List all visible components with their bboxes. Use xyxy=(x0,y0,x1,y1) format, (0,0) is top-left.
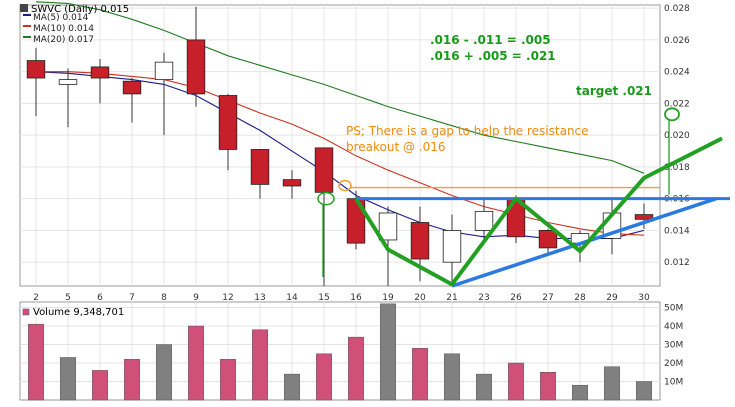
volume-tick-label: 50M xyxy=(664,304,683,314)
x-tick-label: 7 xyxy=(129,293,135,303)
x-tick-label: 27 xyxy=(542,293,553,303)
candle-body xyxy=(186,39,206,95)
candle-body xyxy=(314,147,334,193)
x-tick-label: 19 xyxy=(382,293,394,303)
x-tick-label: 15 xyxy=(318,293,329,303)
volume-bar xyxy=(636,381,652,401)
volume-bar xyxy=(444,353,460,401)
x-tick-label: 21 xyxy=(446,293,457,303)
legend-swatch xyxy=(23,36,31,38)
volume-bar xyxy=(124,359,140,401)
x-tick-label: 23 xyxy=(478,293,489,303)
x-tick-label: 26 xyxy=(510,293,522,303)
candle-body xyxy=(58,79,78,85)
volume-bar xyxy=(60,357,76,401)
legend-label: MA(5) 0.014 xyxy=(33,13,89,23)
volume-tick-label: 30M xyxy=(664,341,683,351)
volume-bar xyxy=(476,373,492,401)
x-tick-label: 12 xyxy=(222,293,233,303)
price-tick-label: 0.026 xyxy=(664,36,690,46)
target-annotation: target .021 xyxy=(576,84,652,98)
price-panel xyxy=(19,4,661,287)
volume-bar xyxy=(604,366,620,401)
x-tick-label: 9 xyxy=(193,293,199,303)
price-tick-label: 0.022 xyxy=(664,99,690,109)
x-tick-label: 13 xyxy=(254,293,265,303)
price-tick-label: 0.014 xyxy=(664,226,690,236)
x-tick-label: 30 xyxy=(638,293,650,303)
volume-bar xyxy=(508,362,524,401)
calc-annotation-1: .016 - .011 = .005 xyxy=(430,33,551,47)
candle-body xyxy=(442,230,462,263)
price-tick-label: 0.012 xyxy=(664,258,690,268)
gap-circle xyxy=(338,179,352,192)
candle-body xyxy=(410,222,430,260)
volume-bar xyxy=(284,373,300,401)
x-tick-label: 16 xyxy=(350,293,362,303)
candle-body xyxy=(26,60,46,79)
volume-bar xyxy=(92,370,108,401)
volume-bar xyxy=(252,329,268,401)
legend-swatch xyxy=(23,25,31,27)
chart-logo-icon xyxy=(20,4,28,12)
legend-label: MA(20) 0.017 xyxy=(33,35,94,45)
candle-body xyxy=(634,214,654,220)
x-tick-label: 6 xyxy=(97,293,103,303)
marker-circle xyxy=(317,191,335,206)
x-tick-label: 8 xyxy=(161,293,167,303)
volume-tick-label: 10M xyxy=(664,378,683,388)
volume-bar xyxy=(156,344,172,401)
support-trendline xyxy=(451,197,717,288)
target-circle xyxy=(664,107,680,122)
chart-title: SWVC (Daily) 0.015 xyxy=(31,4,129,15)
x-tick-label: 20 xyxy=(414,293,426,303)
gap-annotation-2: breakout @ .016 xyxy=(346,140,446,154)
legend-label: MA(10) 0.014 xyxy=(33,24,94,34)
candle-body xyxy=(218,95,238,150)
candle-body xyxy=(250,149,270,185)
candle-body xyxy=(378,212,398,241)
candle-body xyxy=(538,230,558,249)
ma-line-2 xyxy=(35,1,645,174)
volume-bar xyxy=(28,323,44,401)
candle-body xyxy=(282,179,302,187)
volume-title: Volume 9,348,701 xyxy=(33,307,124,318)
x-tick-label: 14 xyxy=(286,293,298,303)
volume-swatch xyxy=(22,308,30,316)
price-tick-label: 0.028 xyxy=(664,4,690,14)
volume-bar xyxy=(188,325,204,401)
price-tick-label: 0.024 xyxy=(664,68,690,78)
volume-bar xyxy=(380,303,396,401)
volume-bar xyxy=(316,353,332,401)
x-tick-label: 28 xyxy=(574,293,586,303)
w-pattern-line xyxy=(354,136,723,287)
candle-body xyxy=(122,80,142,95)
candle-body xyxy=(90,66,110,79)
volume-bar xyxy=(412,347,428,401)
gap-annotation-1: PS; There is a gap to help the resistanc… xyxy=(346,124,589,138)
volume-bar xyxy=(220,359,236,401)
volume-tick-label: 40M xyxy=(664,322,683,332)
candle-body xyxy=(474,210,494,231)
x-tick-label: 5 xyxy=(65,293,71,303)
volume-bar xyxy=(348,336,364,401)
volume-bar xyxy=(572,384,588,401)
price-tick-label: 0.020 xyxy=(664,131,690,141)
candle-body xyxy=(154,61,174,81)
x-tick-label: 2 xyxy=(33,293,39,303)
volume-bar xyxy=(540,372,556,401)
volume-tick-label: 20M xyxy=(664,359,683,369)
x-tick-label: 29 xyxy=(606,293,618,303)
price-tick-label: 0.018 xyxy=(664,163,690,173)
legend-swatch xyxy=(23,14,31,16)
calc-annotation-2: .016 + .005 = .021 xyxy=(430,49,556,63)
